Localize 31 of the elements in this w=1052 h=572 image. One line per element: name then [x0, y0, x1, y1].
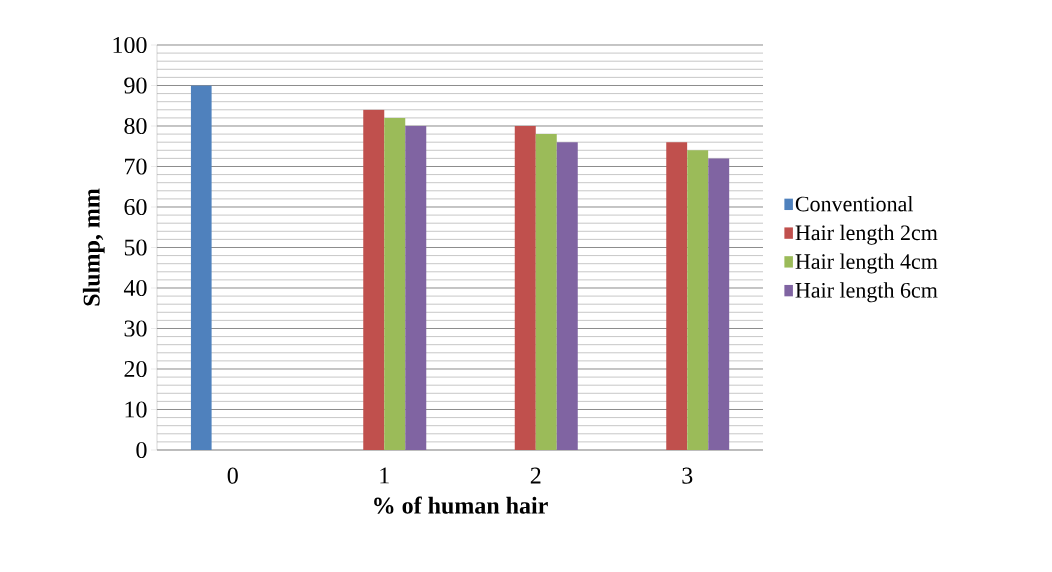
bar: [363, 109, 385, 450]
bar: [708, 158, 730, 450]
bar: [384, 117, 406, 450]
x-axis-title: % of human hair: [374, 496, 548, 514]
bar: [514, 125, 536, 450]
legend-label: Conventional: [795, 195, 914, 212]
y-tick-label: 30: [124, 320, 147, 337]
y-tick-label: 20: [124, 360, 147, 378]
bar: [405, 125, 427, 450]
y-tick-label: 50: [124, 239, 147, 256]
x-tick-label: 1: [380, 467, 389, 484]
y-tick-label: 60: [124, 198, 147, 216]
y-tick-label: 90: [124, 77, 147, 94]
bar: [190, 85, 212, 450]
x-tick-label: 0: [227, 467, 238, 484]
legend-label: Hair length 6cm: [795, 282, 938, 303]
legend-label: Hair length 2cm: [795, 224, 938, 245]
y-axis-title: Slump, mm: [82, 188, 105, 306]
y-tick-label: 80: [124, 117, 147, 135]
y-tick-label: 40: [123, 279, 147, 297]
bar: [535, 134, 557, 450]
x-tick-label: 2: [530, 467, 541, 484]
bar: [666, 142, 688, 450]
legend-label: Hair length 4cm: [795, 253, 938, 274]
x-tick-label: 3: [682, 467, 693, 484]
y-tick-label: 100: [113, 36, 147, 54]
y-tick-label: 0: [136, 441, 147, 459]
y-tick-label: 10: [125, 401, 147, 418]
bar: [687, 150, 709, 450]
bar: [556, 142, 578, 450]
y-tick-label: 70: [125, 158, 147, 175]
